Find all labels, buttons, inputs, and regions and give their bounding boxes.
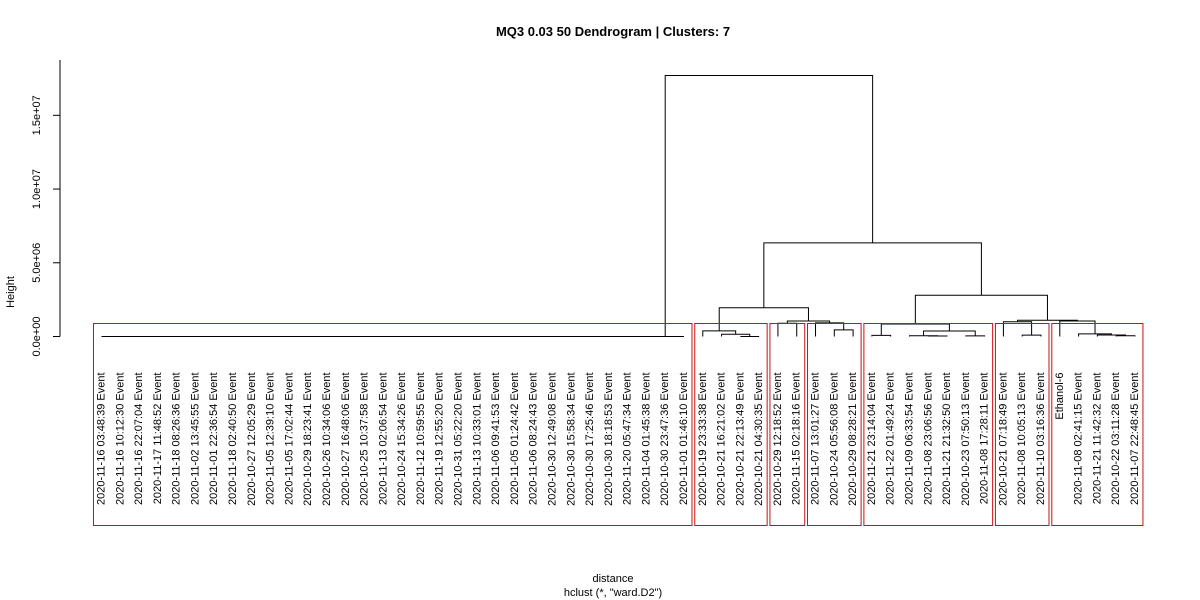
leaf-label: 2020-10-27 16:48:06 Event bbox=[340, 373, 352, 506]
leaf-label: 2020-11-21 21:32:50 Event bbox=[941, 373, 953, 506]
leaf-label: 2020-11-02 13:45:55 Event bbox=[189, 373, 201, 506]
merge-link bbox=[1059, 320, 1096, 337]
leaf-label: 2020-11-19 12:55:20 Event bbox=[434, 373, 446, 506]
leaf-label: 2020-10-19 23:33:38 Event bbox=[697, 373, 709, 506]
cluster-rect-7 bbox=[1051, 323, 1144, 526]
leaf-label: 2020-11-15 02:18:16 Event bbox=[791, 373, 803, 506]
leaf-label: 2020-10-30 12:49:08 Event bbox=[546, 373, 558, 506]
leaf-label: 2020-11-12 10:59:55 Event bbox=[415, 373, 427, 506]
leaf-label: 2020-11-07 22:48:45 Event bbox=[1129, 373, 1141, 506]
leaf-label: 2020-11-18 02:40:50 Event bbox=[227, 373, 239, 506]
leaf-label: 2020-11-18 08:26:36 Event bbox=[171, 373, 183, 506]
leaf-label: 2020-11-21 11:42:32 Event bbox=[1091, 373, 1103, 505]
merge-link bbox=[1021, 334, 1042, 337]
cluster-rect-2 bbox=[694, 323, 768, 526]
merge-link bbox=[923, 330, 976, 336]
leaf-label: 2020-11-04 01:45:38 Event bbox=[640, 373, 652, 506]
leaf-label: 2020-11-10 03:16:36 Event bbox=[1035, 373, 1047, 506]
merge-link bbox=[914, 294, 1048, 324]
leaf-label: 2020-11-08 23:06:56 Event bbox=[922, 373, 934, 506]
leaf-label: 2020-10-24 15:34:26 Event bbox=[396, 373, 408, 506]
leaf-label: 2020-10-30 15:58:34 Event bbox=[565, 373, 577, 506]
merge-link bbox=[786, 320, 831, 324]
leaf-label: 2020-10-21 07:18:49 Event bbox=[997, 373, 1009, 506]
merge-link bbox=[833, 329, 854, 337]
cluster-rect-6 bbox=[994, 323, 1050, 526]
y-tick-label: 0.0e+00 bbox=[31, 316, 43, 356]
leaf-label: 2020-11-09 06:33:54 Event bbox=[903, 373, 915, 506]
dendrogram-tree bbox=[101, 75, 1136, 337]
leaf-label: 2020-10-23 07:50:13 Event bbox=[960, 373, 972, 506]
y-axis: 0.0e+00 5.0e+06 1.0e+07 1.5e+07 bbox=[31, 60, 61, 357]
leaf-label: 2020-10-21 22:13:49 Event bbox=[734, 373, 746, 506]
leaf-label: 2020-11-06 08:24:43 Event bbox=[528, 373, 540, 506]
cluster-rectangles bbox=[93, 323, 1144, 526]
y-tick-label: 1.0e+07 bbox=[31, 169, 43, 209]
merge-link bbox=[763, 242, 982, 308]
leaf-label: 2020-11-05 01:24:42 Event bbox=[509, 373, 521, 506]
leaf-label: 2020-11-17 11:48:52 Event bbox=[152, 373, 164, 505]
leaf-label: 2020-10-30 18:18:53 Event bbox=[603, 373, 615, 506]
leaf-label: 2020-11-13 10:33:01 Event bbox=[471, 373, 483, 506]
cluster-rect-1 bbox=[93, 323, 693, 526]
leaf-label: 2020-11-05 17:02:44 Event bbox=[283, 373, 295, 506]
cluster-rect-5 bbox=[863, 323, 994, 526]
leaf-label: 2020-10-24 05:56:08 Event bbox=[828, 373, 840, 506]
leaf-label: 2020-10-30 17:25:46 Event bbox=[584, 373, 596, 506]
y-tick-label: 1.5e+07 bbox=[31, 95, 43, 135]
merge-link bbox=[1078, 333, 1112, 337]
leaf-label: 2020-10-26 10:34:06 Event bbox=[321, 373, 333, 506]
leaf-label: 2020-10-29 12:18:52 Event bbox=[772, 373, 784, 506]
leaf-labels: 2020-11-16 03:48:39 Event 2020-11-16 10:1… bbox=[96, 373, 1141, 506]
leaf-label: 2020-11-13 02:06:54 Event bbox=[377, 373, 389, 506]
method-label: hclust (*, "ward.D2") bbox=[564, 587, 662, 599]
leaf-label: Ethanol-6 bbox=[1054, 373, 1066, 420]
merge-link bbox=[664, 75, 874, 337]
merge-link bbox=[777, 322, 798, 337]
merge-link bbox=[718, 307, 809, 331]
leaf-label: 2020-11-05 12:39:10 Event bbox=[265, 373, 277, 506]
leaf-label: 2020-11-01 01:46:10 Event bbox=[678, 373, 690, 506]
y-tick-label: 5.0e+06 bbox=[31, 243, 43, 283]
leaf-label: 2020-11-22 01:49:24 Event bbox=[885, 373, 897, 506]
merge-link bbox=[871, 334, 892, 337]
leaf-label: 2020-11-16 22:07:04 Event bbox=[133, 373, 145, 506]
leaf-label: 2020-10-22 03:11:28 Event bbox=[1110, 373, 1122, 506]
merge-link bbox=[880, 323, 950, 336]
leaf-label: 2020-10-30 23:47:36 Event bbox=[659, 373, 671, 506]
leaf-label: 2020-11-08 17:28:11 Event bbox=[979, 373, 991, 505]
x-axis-label: distance bbox=[593, 573, 634, 585]
leaf-label: 2020-11-20 05:47:34 Event bbox=[622, 373, 634, 506]
y-axis-label: Height bbox=[5, 276, 17, 308]
merge-link bbox=[815, 322, 845, 337]
leaf-label: 2020-10-31 05:22:20 Event bbox=[453, 373, 465, 506]
leaf-label: 2020-11-07 13:01:27 Event bbox=[810, 373, 822, 506]
leaf-label: 2020-11-16 10:12:30 Event bbox=[114, 373, 126, 506]
cluster-rect-3 bbox=[769, 323, 806, 526]
leaf-label: 2020-11-01 22:36:54 Event bbox=[208, 373, 220, 506]
merge-link bbox=[702, 330, 737, 337]
leaf-label: 2020-10-29 18:23:41 Event bbox=[302, 373, 314, 506]
leaf-label: 2020-11-06 09:41:53 Event bbox=[490, 373, 502, 506]
cluster-rect-4 bbox=[807, 323, 862, 526]
leaf-label: 2020-11-08 10:05:13 Event bbox=[1016, 373, 1028, 506]
leaf-label: 2020-10-27 12:05:29 Event bbox=[246, 373, 258, 506]
leaf-label: 2020-10-25 10:37:58 Event bbox=[359, 373, 371, 506]
leaf-label: 2020-10-29 08:28:21 Event bbox=[847, 373, 859, 506]
merge-link bbox=[908, 335, 939, 337]
chart-title: MQ3 0.03 50 Dendrogram | Clusters: 7 bbox=[496, 24, 730, 39]
leaf-label: 2020-11-16 03:48:39 Event bbox=[96, 373, 108, 506]
leaf-label: 2020-11-08 02:41:15 Event bbox=[1073, 373, 1085, 506]
merge-link bbox=[965, 335, 986, 337]
leaf-label: 2020-10-21 16:21:02 Event bbox=[716, 373, 728, 506]
merge-link bbox=[1115, 335, 1136, 337]
leaf-label: 2020-10-21 04:30:35 Event bbox=[753, 373, 765, 506]
merge-link bbox=[1017, 319, 1078, 322]
leaf-label: 2020-11-21 23:14:04 Event bbox=[866, 373, 878, 506]
